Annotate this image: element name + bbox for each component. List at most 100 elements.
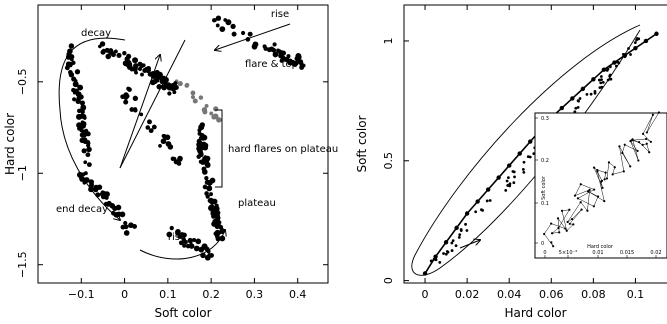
data-point <box>608 65 612 69</box>
data-point <box>74 69 81 75</box>
inset-track-segment <box>632 139 639 161</box>
data-point <box>599 81 603 85</box>
data-point <box>195 246 200 251</box>
data-point <box>458 233 462 237</box>
data-point <box>231 31 237 37</box>
inset-data-point <box>651 113 655 116</box>
x-tick-label: 0.4 <box>289 288 307 301</box>
data-point <box>134 58 138 63</box>
inset-y-axis-title: Soft color <box>541 175 547 200</box>
annotation-label: rise <box>271 9 289 20</box>
data-point <box>196 138 202 144</box>
data-point <box>96 184 103 190</box>
data-point <box>182 243 187 248</box>
x-tick-label: 0 <box>422 288 429 301</box>
track-segment <box>466 200 479 215</box>
data-point <box>80 100 86 106</box>
data-point <box>139 112 144 117</box>
data-point <box>122 51 127 56</box>
x-tick-label: 0.2 <box>202 288 220 301</box>
x-tick-label: −0.1 <box>68 288 95 301</box>
x-tick-label: 0.08 <box>581 288 606 301</box>
data-point <box>442 252 445 255</box>
y-tick-label: −1 <box>16 165 29 181</box>
bottom-rise-arrow <box>139 230 225 260</box>
track-segment <box>477 189 489 203</box>
data-point <box>211 18 217 23</box>
data-point <box>286 54 291 59</box>
data-point <box>574 106 578 110</box>
inset-y-tick-label: 0.1 <box>541 201 549 207</box>
inset-track-segment <box>612 171 624 175</box>
data-point <box>488 199 492 202</box>
data-point <box>240 30 246 36</box>
data-point <box>160 138 167 145</box>
inset-data-point <box>593 188 596 191</box>
track-segment <box>487 177 500 191</box>
data-point <box>627 47 630 50</box>
point-cluster <box>196 122 226 242</box>
data-point <box>137 66 143 72</box>
data-point <box>123 230 130 236</box>
data-point <box>204 176 209 181</box>
inset-track-segment <box>557 218 560 233</box>
inset-track-segment <box>566 224 574 231</box>
data-point <box>197 128 202 133</box>
data-point <box>614 64 618 68</box>
inset-frame <box>534 112 667 259</box>
data-point <box>266 47 272 53</box>
data-point <box>129 107 135 112</box>
inset-y-tick-label: 0 <box>541 241 544 247</box>
data-point <box>465 229 469 232</box>
data-point <box>177 156 183 163</box>
data-point <box>513 175 516 179</box>
data-point <box>72 97 77 102</box>
data-point <box>585 92 589 96</box>
data-point <box>86 162 92 168</box>
point-cluster <box>120 86 183 166</box>
data-point <box>171 86 176 92</box>
data-point <box>600 85 604 89</box>
inset-track-segment <box>619 146 625 172</box>
data-point <box>66 63 70 68</box>
point-cluster <box>64 43 92 168</box>
data-point <box>181 237 186 242</box>
data-point <box>177 81 183 87</box>
data-point <box>123 220 128 226</box>
right-plot-frame <box>403 4 667 284</box>
data-point <box>165 141 172 147</box>
annotation-label: plateau <box>238 198 276 209</box>
data-point <box>597 78 601 82</box>
inset-track-segment <box>631 138 647 141</box>
inset-track-segment <box>622 144 626 154</box>
inset-track-segment <box>593 167 603 188</box>
data-point <box>101 48 106 53</box>
data-point <box>504 188 508 192</box>
data-point <box>207 185 212 190</box>
data-point <box>573 110 577 114</box>
data-point <box>277 49 282 54</box>
inset-track-segment <box>580 183 595 190</box>
left-plot-frame <box>37 4 329 284</box>
data-point <box>82 116 87 120</box>
data-point <box>209 111 214 116</box>
data-point <box>105 53 112 60</box>
data-point <box>124 93 130 99</box>
data-point <box>83 160 88 165</box>
inset-track-segment <box>551 227 559 234</box>
data-point <box>474 210 478 214</box>
track-segment <box>455 213 468 229</box>
data-point <box>481 208 484 212</box>
data-point <box>198 247 204 253</box>
data-point <box>190 90 196 96</box>
data-point <box>450 241 454 245</box>
inset-track-segment <box>606 162 610 179</box>
data-point <box>208 205 214 211</box>
data-point <box>119 211 126 218</box>
inset-data-point <box>576 197 580 200</box>
data-point <box>198 159 203 164</box>
y-axis-title: Soft color <box>355 115 369 172</box>
track-segment <box>645 33 657 42</box>
data-point <box>608 74 612 78</box>
